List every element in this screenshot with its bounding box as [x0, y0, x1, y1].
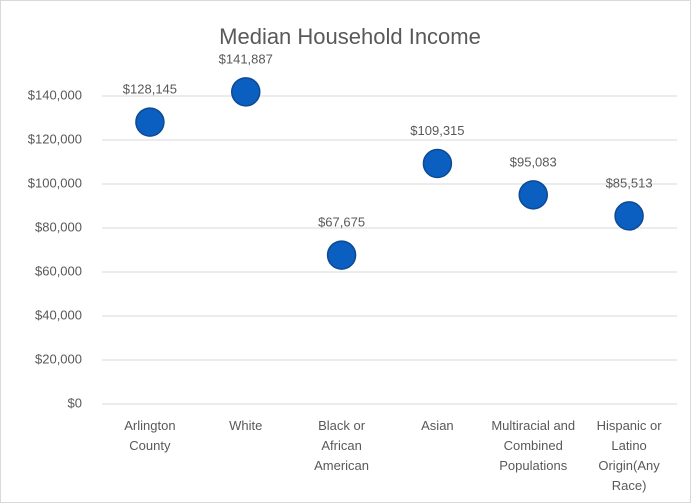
- y-tick-label: $20,000: [35, 351, 82, 366]
- chart-title: Median Household Income: [219, 24, 481, 49]
- x-tick-label: Hispanic or Latino Origin(Any Race): [596, 418, 662, 493]
- y-tick-label: $100,000: [28, 175, 82, 190]
- dot: [135, 107, 165, 137]
- data-label: $67,675: [318, 215, 365, 230]
- y-tick-label: $60,000: [35, 263, 82, 278]
- data-label: $109,315: [410, 123, 464, 138]
- data-label: $141,887: [219, 51, 273, 66]
- dot: [326, 240, 357, 270]
- y-tick-label: $140,000: [28, 87, 82, 102]
- dot: [614, 201, 644, 231]
- x-tick-label: White: [229, 418, 263, 433]
- dot: [518, 180, 548, 210]
- x-tick-label: Black or African American: [314, 418, 370, 473]
- data-label: $85,513: [606, 175, 653, 190]
- dot: [422, 148, 453, 179]
- x-tick-label: Multiracial and Combined Populations: [491, 418, 576, 473]
- x-tick-label: Asian: [421, 418, 454, 433]
- x-tick-label: Arlington County: [124, 418, 176, 453]
- data-label: $128,145: [123, 82, 177, 97]
- y-tick-label: $40,000: [35, 307, 82, 322]
- dot: [231, 77, 261, 107]
- y-tick-label: $80,000: [35, 219, 82, 234]
- data-label: $95,083: [510, 154, 557, 169]
- y-tick-label: $120,000: [28, 131, 82, 146]
- y-tick-label: $0: [68, 395, 82, 410]
